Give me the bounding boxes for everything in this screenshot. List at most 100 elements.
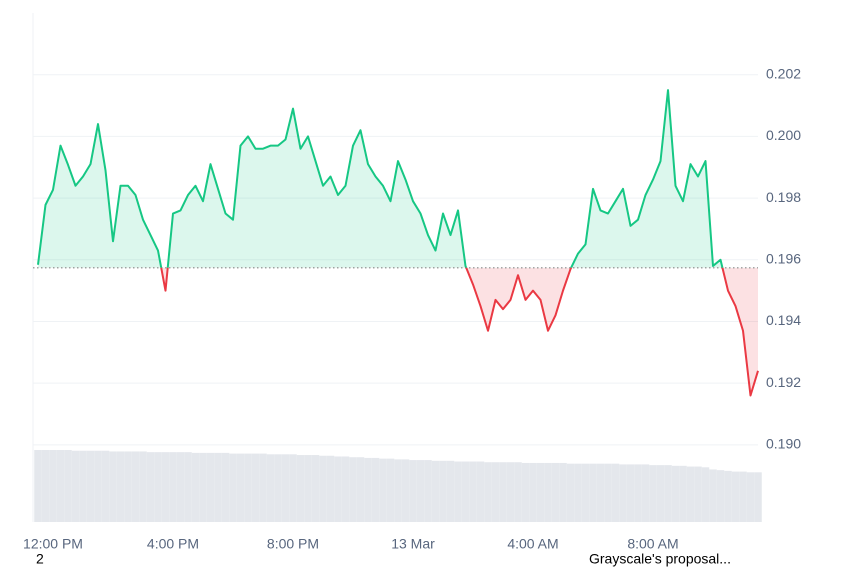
volume-bar bbox=[476, 461, 485, 522]
volume-bar bbox=[401, 459, 410, 522]
volume-bar bbox=[461, 461, 470, 522]
volume-bar bbox=[701, 467, 710, 522]
event-marker[interactable]: 2 bbox=[36, 551, 44, 567]
x-tick-label: 13 Mar bbox=[391, 536, 435, 552]
volume-bar bbox=[259, 453, 267, 522]
volume-bar bbox=[746, 472, 755, 522]
volume-bar bbox=[724, 470, 732, 522]
event-headline[interactable]: Grayscale's proposal... bbox=[589, 551, 731, 567]
volume-bar bbox=[251, 453, 260, 522]
volume-bar bbox=[71, 450, 80, 522]
volume-bar bbox=[664, 465, 672, 522]
volume-bar bbox=[446, 460, 455, 522]
volume-bar bbox=[379, 458, 387, 522]
volume-bar bbox=[731, 471, 740, 522]
volume-bar bbox=[469, 461, 477, 522]
volume-bar bbox=[716, 470, 725, 522]
volume-bar bbox=[311, 455, 320, 522]
volume-bar bbox=[169, 452, 177, 522]
volume-bar bbox=[551, 462, 560, 522]
y-tick-label: 0.194 bbox=[766, 312, 801, 328]
volume-bar bbox=[394, 459, 402, 522]
volume-bar bbox=[161, 452, 170, 522]
volume-bar bbox=[49, 450, 57, 522]
volume-bar bbox=[619, 464, 627, 522]
volume-bar bbox=[416, 460, 425, 522]
volume-bar bbox=[739, 471, 747, 522]
volume-bar bbox=[101, 450, 110, 522]
volume-bar bbox=[596, 463, 605, 522]
volume-bar bbox=[146, 452, 155, 522]
y-tick-label: 0.198 bbox=[766, 189, 801, 205]
volume-bar bbox=[79, 450, 87, 522]
volume-bar bbox=[94, 450, 102, 522]
volume-bar bbox=[281, 454, 290, 522]
volume-bar bbox=[754, 472, 762, 522]
volume-bar bbox=[634, 464, 642, 522]
volume-bar bbox=[656, 465, 665, 522]
volume-bar bbox=[131, 451, 140, 522]
x-tick-label: 8:00 AM bbox=[627, 536, 678, 552]
volume-bar bbox=[491, 462, 500, 522]
volume-bar bbox=[41, 450, 50, 522]
volume-bar bbox=[236, 453, 245, 522]
volume-bar bbox=[34, 450, 42, 522]
volume-bar bbox=[116, 451, 125, 522]
volume-bar bbox=[154, 452, 162, 522]
volume-bar bbox=[274, 454, 282, 522]
volume-bar bbox=[536, 462, 545, 522]
volume-bar bbox=[191, 452, 200, 522]
volume-bar bbox=[604, 463, 612, 522]
volume-bar bbox=[641, 464, 650, 522]
volume-bar bbox=[341, 456, 350, 522]
volume-bar bbox=[304, 455, 312, 522]
y-tick-label: 0.196 bbox=[766, 250, 801, 266]
volume-bar bbox=[671, 465, 680, 522]
volume-bar bbox=[649, 465, 657, 522]
volume-bar bbox=[266, 454, 275, 522]
volume-bar bbox=[386, 458, 395, 522]
volume-bar bbox=[506, 462, 515, 522]
volume-bar bbox=[454, 461, 462, 522]
volume-bar bbox=[499, 462, 507, 522]
volume-bar bbox=[484, 462, 492, 522]
volume-bar bbox=[326, 455, 335, 522]
volume-bar bbox=[424, 460, 432, 522]
volume-bar bbox=[139, 451, 147, 522]
volume-bar bbox=[244, 453, 252, 522]
volume-bar bbox=[529, 462, 537, 522]
x-tick-label: 4:00 PM bbox=[147, 536, 199, 552]
volume-bar bbox=[686, 466, 695, 522]
volume-bar bbox=[679, 465, 687, 522]
area-up bbox=[38, 90, 758, 268]
volume-bar bbox=[334, 456, 342, 522]
volume-bar bbox=[694, 466, 702, 522]
volume-bar bbox=[109, 451, 117, 522]
volume-bar bbox=[611, 463, 620, 522]
volume-bar bbox=[566, 463, 575, 522]
y-tick-label: 0.192 bbox=[766, 374, 801, 390]
volume-bar bbox=[176, 452, 185, 522]
volume-bar bbox=[349, 457, 357, 522]
volume-bar bbox=[709, 469, 717, 522]
volume-bar bbox=[124, 451, 132, 522]
volume-bar bbox=[581, 463, 590, 522]
volume-bar bbox=[544, 462, 552, 522]
volume-bar bbox=[229, 453, 237, 522]
volume-bar bbox=[409, 460, 417, 522]
volume-bar bbox=[214, 452, 222, 522]
volume-bar bbox=[184, 452, 192, 522]
price-line-up bbox=[37, 89, 724, 268]
volume-bar bbox=[589, 463, 597, 522]
volume-bar bbox=[296, 455, 305, 522]
volume-bar bbox=[64, 450, 72, 522]
volume-bar bbox=[431, 460, 440, 522]
x-tick-label: 12:00 PM bbox=[23, 536, 83, 552]
volume-bar bbox=[439, 460, 447, 522]
x-tick-label: 8:00 PM bbox=[267, 536, 319, 552]
volume-bar bbox=[56, 450, 65, 522]
volume-bar bbox=[319, 455, 327, 522]
volume-bar bbox=[371, 457, 380, 522]
volume-bar bbox=[364, 457, 372, 522]
